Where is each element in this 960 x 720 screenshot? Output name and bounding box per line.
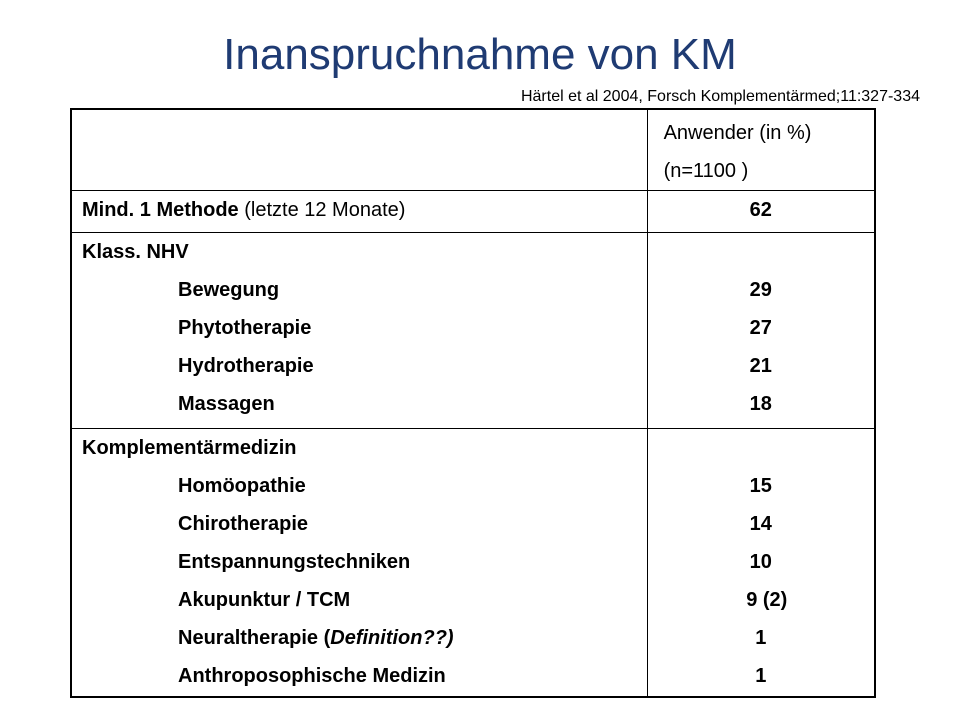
list-item-value: 1	[755, 627, 767, 649]
min-one-method-bold: Mind. 1 Methode	[82, 199, 239, 221]
min-one-method-value: 62	[749, 199, 772, 221]
table-row-complementary-medicine: Komplementärmedizin Homöopathie Chirothe…	[70, 428, 876, 698]
page-title: Inanspruchnahme von KM	[223, 30, 737, 79]
list-item-label: Chirotherapie	[178, 513, 309, 535]
nhv-label-cell: Klass. NHV Bewegung Phytotherapie Hydrot…	[70, 232, 648, 429]
list-item-value: 21	[749, 355, 772, 377]
list-item-value: 9 (2)	[746, 589, 788, 611]
km-value-cell: 15 14 10 9 (2) 1 1	[646, 428, 876, 698]
category-label-nhv: Klass. NHV	[82, 241, 189, 263]
list-item-value: 15	[749, 475, 772, 497]
citation: Härtel et al 2004, Forsch Komplementärme…	[520, 88, 920, 105]
km-label-cell: Komplementärmedizin Homöopathie Chirothe…	[70, 428, 648, 698]
header-line-2: (n=1100 )	[663, 160, 749, 182]
list-item-label: Akupunktur / TCM	[178, 589, 351, 611]
table-row-min-one-method: Mind. 1 Methode (letzte 12 Monate) 62	[70, 190, 876, 233]
list-item-label: Neuraltherapie (Definition??)	[82, 619, 637, 657]
row-value-cell: 62	[646, 190, 876, 233]
list-item-label: Phytotherapie	[178, 317, 312, 339]
category-label-km: Komplementärmedizin	[82, 437, 297, 459]
list-item-label: Entspannungstechniken	[178, 551, 411, 573]
nhv-value-cell: 29 27 21 18	[646, 232, 876, 429]
list-item-label: Anthroposophische Medizin	[178, 665, 446, 687]
neuraltherapie-prefix: Neuraltherapie (	[178, 627, 331, 649]
min-one-method-label: Mind. 1 Methode (letzte 12 Monate)	[82, 191, 637, 229]
table-row-classic-nhv: Klass. NHV Bewegung Phytotherapie Hydrot…	[70, 232, 876, 429]
list-item-value: 1	[755, 665, 767, 687]
list-item-label: Massagen	[178, 393, 275, 415]
list-item-value: 10	[749, 551, 772, 573]
header-line-1: Anwender (in %)	[663, 122, 812, 144]
min-one-method-note: (letzte 12 Monate)	[238, 199, 406, 221]
list-item-value: 18	[749, 393, 772, 415]
header-value-cell: Anwender (in %) (n=1100 )	[646, 108, 876, 191]
list-item-label: Hydrotherapie	[178, 355, 314, 377]
list-item-value: 27	[749, 317, 772, 339]
list-item-value: 29	[749, 279, 772, 301]
list-item-value: 14	[749, 513, 772, 535]
list-item-label: Bewegung	[178, 279, 280, 301]
usage-table: Anwender (in %) (n=1100 ) Mind. 1 Method…	[70, 108, 876, 698]
spacer	[658, 233, 864, 271]
table-header-row: Anwender (in %) (n=1100 )	[70, 108, 876, 191]
row-label-cell: Mind. 1 Methode (letzte 12 Monate)	[70, 190, 648, 233]
list-item-label: Homöopathie	[178, 475, 306, 497]
spacer	[658, 429, 864, 467]
neuraltherapie-italic: Definition??)	[330, 627, 454, 649]
header-empty-cell	[70, 108, 648, 191]
